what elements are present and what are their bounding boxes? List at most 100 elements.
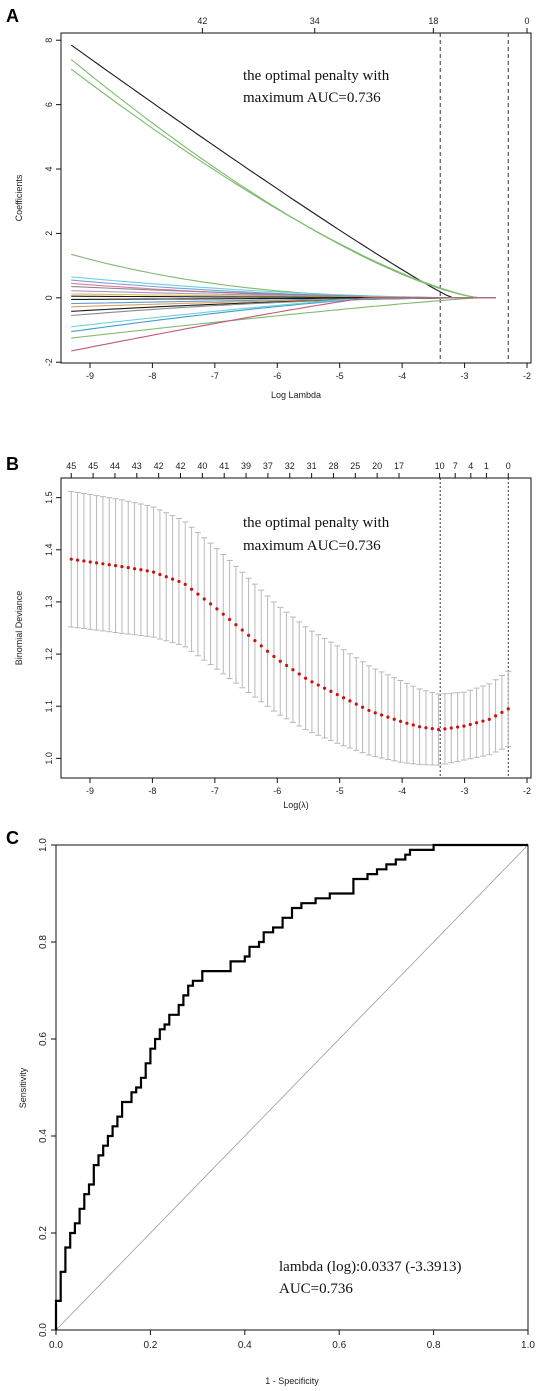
panel-b-deviance-point-35 [291, 668, 295, 672]
panel-a-x-tick-label-4: -5 [336, 371, 344, 381]
panel-b-deviance-point-14 [158, 572, 162, 577]
panel-b-deviance-point-26 [234, 623, 238, 627]
panel-b-deviance-point-66 [487, 717, 491, 721]
panel-b-deviance-point-36 [297, 672, 301, 676]
panel-b-top-tick-label-10: 32 [285, 461, 295, 471]
panel-b-deviance-point-3 [88, 560, 92, 564]
panel-b-deviance-point-9 [126, 566, 130, 570]
panel-a-annotation-line-1: the optimal penalty with [243, 68, 390, 84]
panel-b-deviance-point-11 [139, 568, 143, 572]
panel-a-y-tick-label-1: 0 [44, 295, 54, 300]
panel-b-top-tick-label-5: 42 [175, 461, 185, 471]
panel-b-deviance-point-60 [449, 726, 453, 730]
panel-b-deviance-point-20 [196, 592, 200, 596]
panel-c-y-tick-label-2: 0.4 [38, 1129, 49, 1143]
panel-b-deviance-point-28 [246, 633, 251, 637]
panel-b-deviance-point-25 [227, 617, 232, 622]
panel-b-top-tick-label-13: 25 [350, 461, 360, 471]
panel-b-top-tick-label-4: 42 [154, 461, 164, 471]
panel-b-deviance-point-18 [183, 582, 187, 587]
panel-b-deviance-point-31 [265, 649, 270, 653]
panel-b-x-tick-label-0: -9 [86, 786, 94, 796]
panel-b-top-tick-label-11: 31 [307, 461, 317, 471]
panel-b-deviance-point-1 [75, 558, 80, 562]
panel-b-deviance-point-64 [475, 721, 479, 725]
panel-b-top-tick-label-0: 45 [66, 461, 76, 471]
panel-a-coefficient-path-3 [71, 253, 496, 299]
panel-b-deviance-point-6 [107, 563, 111, 567]
panel-b-deviance-point-63 [468, 722, 472, 727]
panel-b-deviance-point-53 [405, 721, 409, 725]
panel-b-y-tick-label-2: 1.2 [44, 648, 54, 661]
panel-c-x-tick-label-0: 0.0 [49, 1340, 63, 1351]
panel-b-x-tick-label-3: -6 [273, 786, 281, 796]
panel-b-deviance-point-57 [430, 727, 434, 731]
panel-b-top-tick-label-7: 41 [219, 461, 229, 471]
panel-c-annotation-line-1: lambda (log):0.0337 (-3.3913) [279, 1259, 461, 1275]
panel-b-deviance-point-0 [69, 557, 73, 561]
panel-c-letter: C [6, 828, 19, 848]
panel-b-deviance-point-37 [303, 676, 308, 680]
panel-a-x-tick-label-3: -6 [273, 371, 281, 381]
panel-b-deviance-point-4 [94, 561, 99, 565]
panel-b-deviance-point-46 [360, 705, 365, 709]
panel-b-y-tick-label-3: 1.3 [44, 596, 54, 609]
panel-c-x-tick-label-3: 0.6 [332, 1340, 346, 1351]
panel-b-top-tick-label-18: 4 [468, 461, 473, 471]
panel-a-top-tick-label-0: 42 [197, 16, 207, 26]
panel-c-y-axis-label: Sensitivity [18, 1067, 28, 1108]
panel-b-deviance-point-17 [177, 579, 181, 584]
panel-b-top-tick-label-15: 17 [394, 461, 404, 471]
panel-c-diagonal-reference [55, 844, 529, 1331]
panel-a-coefficient-path-2 [70, 68, 496, 299]
panel-b-y-tick-label-4: 1.4 [44, 544, 54, 557]
panel-b-deviance-point-7 [113, 564, 118, 568]
panel-b-deviance-point-8 [120, 564, 124, 569]
panel-b-top-tick-label-8: 39 [241, 461, 251, 471]
panel-b-annotation-line-2: maximum AUC=0.736 [243, 538, 381, 554]
panel-b-x-tick-label-2: -7 [211, 786, 219, 796]
panel-b-y-tick-label-1: 1.1 [44, 700, 54, 713]
panel-b-deviance-point-38 [310, 680, 314, 684]
panel-c-x-tick-label-5: 1.0 [521, 1340, 535, 1351]
panel-b-deviance-point-68 [500, 710, 504, 714]
panel-b-deviance-point-50 [386, 715, 390, 719]
panel-b-x-tick-label-7: -2 [523, 786, 531, 796]
panel-c-y-tick-label-4: 0.8 [38, 935, 49, 949]
panel-b-x-axis-label: Log(λ) [283, 800, 309, 810]
panel-a-coefficient-path-18 [71, 297, 496, 339]
panel-a-y-tick-label-4: 6 [44, 102, 54, 107]
panel-b-deviance-point-29 [253, 639, 257, 643]
panel-b-deviance-point-45 [354, 702, 358, 706]
panel-a-top-tick-label-2: 18 [428, 16, 438, 26]
panel-c-x-tick-label-2: 0.4 [238, 1340, 252, 1351]
panel-b-deviance-point-43 [341, 696, 346, 700]
panel-b-x-tick-label-6: -3 [461, 786, 469, 796]
panel-b-deviance-point-5 [101, 562, 105, 566]
panel-b-y-tick-label-5: 1.5 [44, 491, 54, 504]
panel-b-deviance-point-39 [316, 683, 320, 687]
panel-c-x-axis-label: 1 - Specificity [265, 1376, 319, 1386]
panel-b-top-tick-label-19: 1 [484, 461, 489, 471]
panel-b-deviance-point-12 [145, 569, 149, 573]
panel-b-top-tick-label-12: 28 [328, 461, 338, 471]
panel-c-x-tick-label-4: 0.8 [427, 1340, 441, 1351]
panel-a-annotation-line-2: maximum AUC=0.736 [243, 90, 381, 106]
panel-c-y-tick-label-3: 0.6 [38, 1032, 49, 1046]
panel-b-x-tick-label-5: -4 [398, 786, 406, 796]
panel-a-y-axis-label: Coefficients [14, 174, 24, 221]
panel-b-deviance-point-51 [392, 717, 396, 721]
panel-b-deviance-point-13 [151, 570, 156, 574]
panel-b-deviance-point-40 [322, 686, 327, 690]
panel-b-deviance-point-33 [278, 659, 282, 663]
panel-b-deviance-point-56 [424, 726, 428, 730]
panel-a: A -9 -8 -7 -6 -5 -4 -3 -2 -2 0 2 4 6 8 42 34 18 0 Log L… [6, 6, 532, 400]
panel-c-roc-curve [54, 843, 528, 1330]
panel-a-coefficient-path-19 [71, 297, 496, 352]
panel-b-deviance-point-15 [164, 575, 168, 579]
panel-b-deviance-point-65 [481, 719, 485, 723]
panel-b: B -9 -8 -7 -6 -5 -4 -3 -2 1.0 1.1 1.2 1.3 1.4 1.5 45… [6, 454, 532, 810]
panel-a-y-tick-label-2: 2 [44, 231, 54, 236]
panel-b-deviance-point-44 [348, 699, 352, 703]
panel-b-deviance-point-16 [170, 577, 175, 581]
